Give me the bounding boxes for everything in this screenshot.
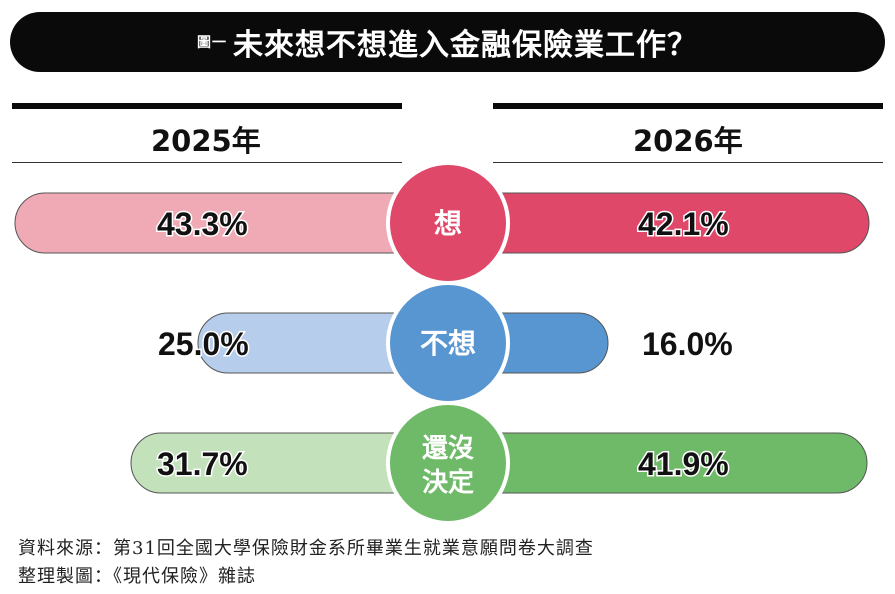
value-label-2025-0: 43.3% — [157, 206, 248, 242]
value-label-2025-2: 31.7% — [157, 446, 248, 482]
value-label-2026-1: 16.0% — [642, 326, 733, 362]
left-subheader-rule — [12, 162, 402, 163]
value-label-2026-2: 41.9% — [638, 446, 729, 482]
title-bar: 圖一 未來想不想進入金融保險業工作？ — [10, 12, 885, 72]
value-label-2026-0: 42.1% — [638, 206, 729, 242]
right-header-rule — [493, 103, 883, 109]
value-label-2025-1: 25.0% — [158, 326, 249, 362]
source-note: 資料來源：第31回全國大學保險財金系所畢業生就業意願問卷大調查 — [18, 538, 594, 559]
left-header-rule — [12, 103, 402, 109]
chart-title: 未來想不想進入金融保險業工作？ — [233, 28, 698, 63]
figure-label: 圖一 — [197, 35, 227, 51]
right-subheader-rule — [493, 162, 883, 163]
compiled-note: 整理製圖：《現代保險》雜誌 — [18, 566, 256, 587]
category-circle-2 — [386, 401, 510, 525]
category-label-0: 想 — [434, 207, 462, 240]
category-label-1: 不想 — [420, 327, 476, 360]
year-2026-label: 2026年 — [633, 124, 743, 158]
category-label-2-line1: 還沒 — [422, 434, 474, 464]
year-2025-label: 2025年 — [151, 124, 261, 158]
category-label-2-line2: 決定 — [422, 467, 474, 498]
